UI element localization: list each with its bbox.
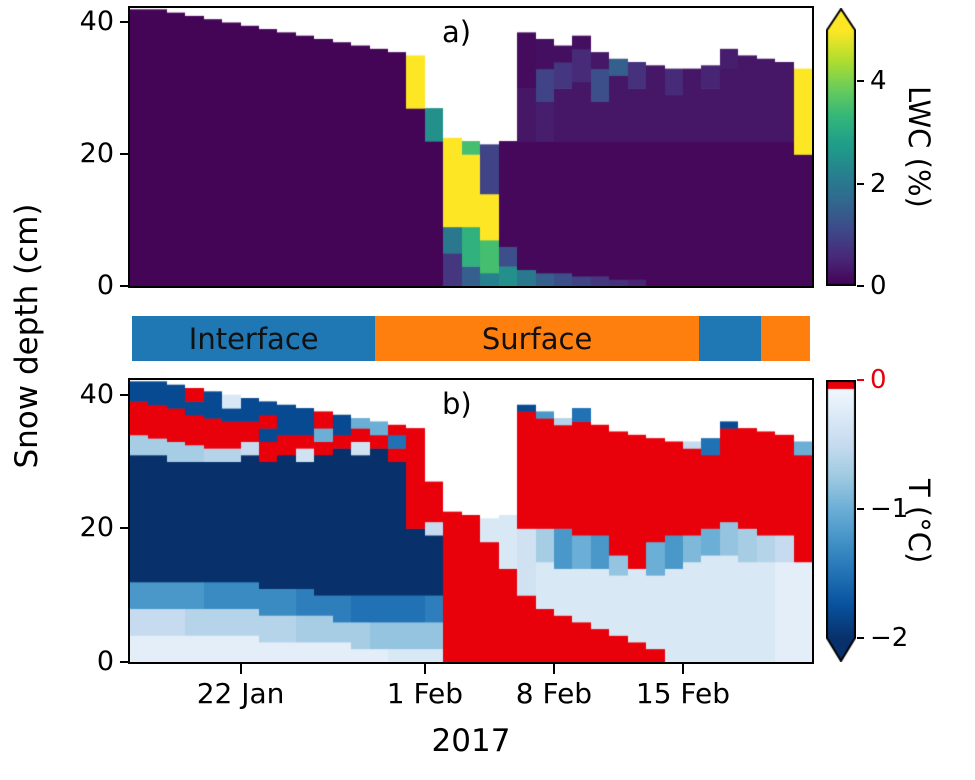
- y-tick-label: 40: [79, 6, 114, 38]
- colorbar-a-tick-mark: [857, 80, 864, 83]
- band-segment-interface: [698, 316, 762, 361]
- colorbar-a-tick-mark: [857, 285, 864, 287]
- panel-a: [128, 6, 814, 288]
- temperature-colorbar: [826, 380, 856, 662]
- colorbar-b-tick-label: −2: [870, 623, 909, 653]
- y-tick-mark: [120, 527, 128, 530]
- y-tick-mark: [120, 661, 128, 663]
- x-tick-mark: [423, 664, 426, 674]
- colorbar-a-tick-label: 0: [870, 271, 887, 301]
- x-tick-mark: [552, 664, 555, 674]
- colorbar-a-tick-label: 2: [870, 168, 887, 199]
- y-tick-label: 40: [79, 378, 114, 410]
- panel-b-label: b): [442, 387, 472, 421]
- x-tick-mark: [681, 664, 684, 674]
- band-segment-interface: Interface: [132, 316, 376, 361]
- panel-a-label: a): [442, 15, 472, 49]
- lwc-colorbar-label: LWC (%): [902, 86, 936, 208]
- band-segment-label: Interface: [188, 321, 319, 356]
- lwc-colorbar: [826, 8, 856, 286]
- y-tick-label: 0: [96, 270, 114, 301]
- colorbar-a-tick-label: 4: [870, 66, 887, 97]
- colorbar-b-tick-label: 0: [870, 365, 887, 395]
- temperature-heatmap-canvas: [130, 380, 812, 662]
- x-axis-year-label: 2017: [431, 723, 511, 759]
- colorbar-b-tick-label: −1: [870, 494, 909, 524]
- panel-b: [128, 378, 814, 664]
- colorbar-b-tick-mark: [857, 508, 864, 510]
- y-tick-label: 20: [79, 512, 114, 544]
- y-tick-label: 0: [96, 646, 114, 677]
- x-tick-label: 1 Feb: [386, 677, 464, 710]
- layer-band: Interface Surface: [132, 316, 810, 361]
- y-axis-label: Snow depth (cm): [9, 203, 45, 469]
- x-tick-label: 8 Feb: [515, 677, 593, 710]
- band-segment-surface: [761, 316, 810, 361]
- x-tick-label: 22 Jan: [196, 677, 285, 710]
- lwc-heatmap-canvas: [130, 8, 812, 286]
- y-tick-label: 20: [79, 138, 114, 170]
- y-tick-mark: [120, 153, 128, 156]
- y-tick-mark: [120, 21, 128, 24]
- band-segment-label: Surface: [481, 321, 593, 356]
- colorbar-b-tick-mark: [857, 637, 864, 639]
- band-segment-surface: Surface: [375, 316, 699, 361]
- y-tick-mark: [120, 285, 128, 287]
- colorbar-b-tick-mark: [857, 379, 864, 381]
- x-tick-label: 15 Feb: [635, 677, 731, 710]
- x-tick-mark: [239, 664, 242, 674]
- temperature-colorbar-label: T (°C): [902, 478, 936, 564]
- colorbar-a-tick-mark: [857, 182, 864, 185]
- y-tick-mark: [120, 393, 128, 396]
